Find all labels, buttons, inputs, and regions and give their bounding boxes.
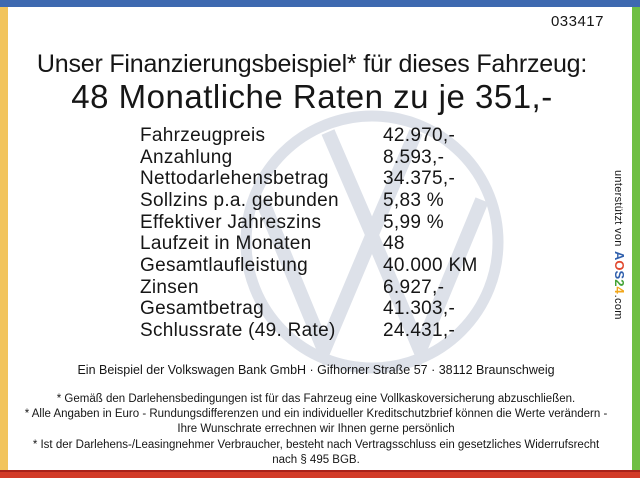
page-title: Unser Finanzierungsbeispiel* für dieses … xyxy=(36,50,588,78)
row-label: Zinsen xyxy=(140,276,199,298)
footnote-withdrawal-right: * Ist der Darlehens-/Leasingnehmer Verbr… xyxy=(32,439,600,466)
row-label: Nettodarlehensbetrag xyxy=(140,168,329,190)
row-value: 24.431,- xyxy=(383,320,456,342)
aos24-letter: S xyxy=(612,270,627,280)
table-row: Gesamtlaufleistung 40.000 KM xyxy=(140,255,478,277)
row-label: Fahrzeugpreis xyxy=(140,124,266,146)
support-suffix: .com xyxy=(612,294,624,320)
aos24-letter: 4 xyxy=(612,286,627,294)
row-value: 5,99 % xyxy=(383,211,444,233)
row-label: Gesamtbetrag xyxy=(140,298,264,320)
frame-bar-left xyxy=(0,7,8,470)
document-number: 033417 xyxy=(550,13,604,30)
row-label: Anzahlung xyxy=(140,146,233,168)
row-value: 6.927,- xyxy=(383,276,445,298)
aos24-letter: O xyxy=(612,260,627,271)
vw-logo-icon xyxy=(240,110,504,374)
vw-logo-watermark xyxy=(232,102,512,382)
row-value: 5,83 % xyxy=(383,189,444,211)
aos24-letter: A xyxy=(612,251,627,261)
table-row: Gesamtbetrag 41.303,- xyxy=(140,298,478,321)
table-row: Zinsen 6.927,- xyxy=(140,277,478,299)
row-value: 48 xyxy=(383,233,405,255)
finance-table: Fahrzeugpreis 42.970,- Anzahlung 8.593,-… xyxy=(140,125,478,342)
frame-bar-top xyxy=(0,0,640,7)
table-row: Effektiver Jahreszins 5,99 % xyxy=(140,212,478,234)
row-value: 34.375,- xyxy=(383,168,456,190)
row-label: Schlussrate (49. Rate) xyxy=(140,320,336,342)
table-row: Laufzeit in Monaten 48 xyxy=(140,233,478,255)
row-label: Effektiver Jahreszins xyxy=(140,211,322,233)
frame-bar-bottom-edge xyxy=(0,470,640,472)
frame-bar-right xyxy=(632,7,640,470)
footnote-euro-rounding: * Alle Angaben in Euro - Rundungsdiffere… xyxy=(24,408,608,435)
footnote-insurance: * Gemäß den Darlehensbedingungen ist für… xyxy=(56,393,576,405)
row-label: Laufzeit in Monaten xyxy=(140,233,312,255)
aos24-logo: AOS24 xyxy=(612,251,627,294)
table-row: Anzahlung 8.593,- xyxy=(140,147,478,169)
row-value: 40.000 KM xyxy=(383,254,478,276)
support-credit: unterstützt von AOS24.com xyxy=(612,170,627,320)
row-value: 41.303,- xyxy=(383,298,456,320)
table-row: Sollzins p.a. gebunden 5,83 % xyxy=(140,190,478,212)
page-subtitle: 48 Monatliche Raten zu je 351,- xyxy=(71,78,553,115)
table-row: Nettodarlehensbetrag 34.375,- xyxy=(140,168,478,190)
row-label: Gesamtlaufleistung xyxy=(140,254,309,276)
frame-bar-bottom xyxy=(0,470,640,478)
support-prefix: unterstützt von xyxy=(612,170,624,251)
row-value: 42.970,- xyxy=(383,124,456,146)
table-row: Schlussrate (49. Rate) 24.431,- xyxy=(140,320,478,342)
row-label: Sollzins p.a. gebunden xyxy=(140,189,339,211)
bank-address-line: Ein Beispiel der Volkswagen Bank GmbH · … xyxy=(77,363,555,377)
table-row: Fahrzeugpreis 42.970,- xyxy=(140,125,478,147)
row-value: 8.593,- xyxy=(383,146,445,168)
